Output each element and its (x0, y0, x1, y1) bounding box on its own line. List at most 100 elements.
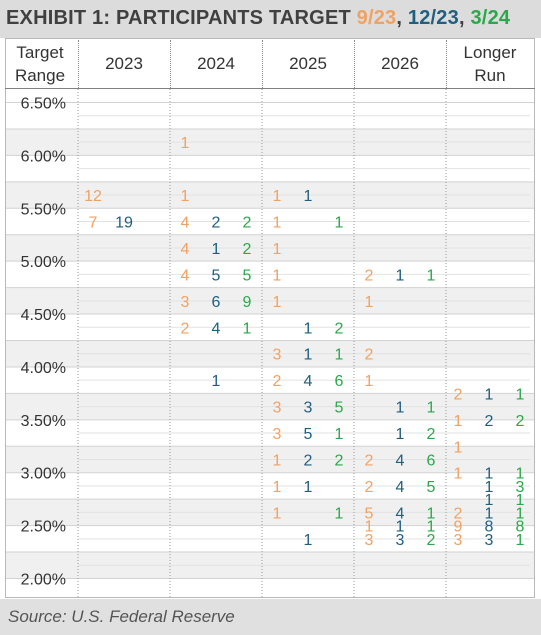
count-12-23: 2 (485, 413, 494, 430)
title-series-2: 12/23 (407, 7, 459, 29)
count-9-23: 5 (365, 505, 374, 522)
count-9-23: 2 (273, 373, 282, 390)
count-9-23: 12 (84, 188, 102, 205)
count-9-23: 2 (365, 479, 374, 496)
count-12-23: 1 (396, 267, 405, 284)
count-3-24: 8 (516, 519, 525, 536)
count-12-23: 4 (396, 453, 405, 470)
count-9-23: 2 (365, 347, 374, 364)
count-9-23: 2 (181, 320, 190, 337)
count-9-23: 1 (273, 215, 282, 232)
count-3-24: 2 (243, 215, 252, 232)
count-3-24: 5 (243, 267, 252, 284)
header-2026: 2026 (381, 54, 419, 73)
count-12-23: 6 (212, 294, 221, 311)
count-12-23: 4 (396, 479, 405, 496)
count-12-23: 1 (485, 386, 494, 403)
header-target-range-line-2: Range (14, 66, 66, 85)
count-3-24: 5 (427, 479, 436, 496)
count-9-23: 1 (273, 241, 282, 258)
count-12-23: 1 (396, 400, 405, 417)
count-12-23: 4 (212, 320, 221, 337)
count-9-23: 1 (273, 479, 282, 496)
count-9-23: 1 (365, 519, 374, 536)
count-12-23: 4 (396, 505, 405, 522)
row-label: 4.50% (21, 307, 66, 324)
row-label: 6.00% (21, 148, 66, 165)
header-2024: 2024 (197, 54, 235, 73)
count-9-23: 1 (365, 373, 374, 390)
row-label: 6.50% (21, 96, 66, 113)
count-3-24: 2 (335, 453, 344, 470)
count-3-24: 6 (335, 373, 344, 390)
count-12-23: 1 (304, 320, 313, 337)
count-9-23: 4 (181, 215, 190, 232)
count-3-24: 1 (516, 386, 525, 403)
row-label: 5.50% (21, 201, 66, 218)
count-3-24: 1 (516, 492, 525, 509)
count-9-23: 3 (273, 347, 282, 364)
count-9-23: 1 (181, 135, 190, 152)
row-label: 4.00% (21, 360, 66, 377)
count-12-23: 1 (212, 241, 221, 258)
count-9-23: 1 (454, 413, 463, 430)
count-12-23: 2 (212, 215, 221, 232)
count-9-23: 1 (454, 466, 463, 483)
count-12-23: 1 (485, 492, 494, 509)
count-3-24: 5 (335, 400, 344, 417)
header-target-range: Target Range (6, 41, 74, 87)
count-12-23: 5 (304, 426, 313, 443)
count-3-24: 1 (335, 505, 344, 522)
row-label: 2.00% (21, 572, 66, 589)
count-9-23: 1 (181, 188, 190, 205)
row-label: 5.00% (21, 254, 66, 271)
row-label: 3.50% (21, 413, 66, 430)
count-9-23: 1 (273, 188, 282, 205)
count-9-23: 2 (365, 267, 374, 284)
count-9-23: 4 (181, 241, 190, 258)
header-separator (78, 40, 79, 88)
count-3-24: 1 (427, 267, 436, 284)
count-9-23: 1 (273, 267, 282, 284)
title-text: EXHIBIT 1: PARTICIPANTS TARGET (6, 7, 357, 29)
count-9-23: 3 (273, 426, 282, 443)
count-12-23: 3 (485, 532, 494, 549)
count-9-23: 3 (454, 532, 463, 549)
count-12-23: 1 (304, 532, 313, 549)
count-9-23: 9 (454, 519, 463, 536)
count-9-23: 1 (273, 453, 282, 470)
count-12-23: 1 (304, 347, 313, 364)
count-9-23: 7 (89, 215, 98, 232)
count-12-23: 1 (396, 519, 405, 536)
header-separator (170, 40, 171, 88)
count-3-24: 1 (335, 215, 344, 232)
source-note: Source: U.S. Federal Reserve (8, 607, 235, 626)
count-12-23: 8 (485, 519, 494, 536)
count-12-23: 1 (485, 466, 494, 483)
row-label: 3.00% (21, 466, 66, 483)
count-3-24: 1 (516, 532, 525, 549)
title-separator-1: , (396, 7, 408, 29)
source-bar: Source: U.S. Federal Reserve (0, 599, 541, 635)
count-3-24: 1 (516, 505, 525, 522)
header-2023: 2023 (105, 54, 143, 73)
count-3-24: 9 (243, 294, 252, 311)
count-9-23: 1 (273, 294, 282, 311)
table-frame (5, 38, 535, 598)
count-9-23: 4 (181, 267, 190, 284)
title-series-3: 3/24 (470, 7, 511, 29)
header-target-range-line-1: Target (16, 43, 64, 62)
count-12-23: 5 (212, 267, 221, 284)
count-12-23: 4 (304, 373, 313, 390)
header-longer-run-line-1: Longer (463, 43, 517, 62)
count-9-23: 3 (273, 400, 282, 417)
count-3-24: 1 (335, 426, 344, 443)
count-12-23: 1 (396, 426, 405, 443)
count-12-23: 1 (304, 188, 313, 205)
count-3-24: 1 (516, 466, 525, 483)
count-12-23: 3 (304, 400, 313, 417)
count-3-24: 1 (243, 320, 252, 337)
title-bar: EXHIBIT 1: PARTICIPANTS TARGET 9/23, 12/… (0, 0, 541, 38)
count-9-23: 3 (365, 532, 374, 549)
